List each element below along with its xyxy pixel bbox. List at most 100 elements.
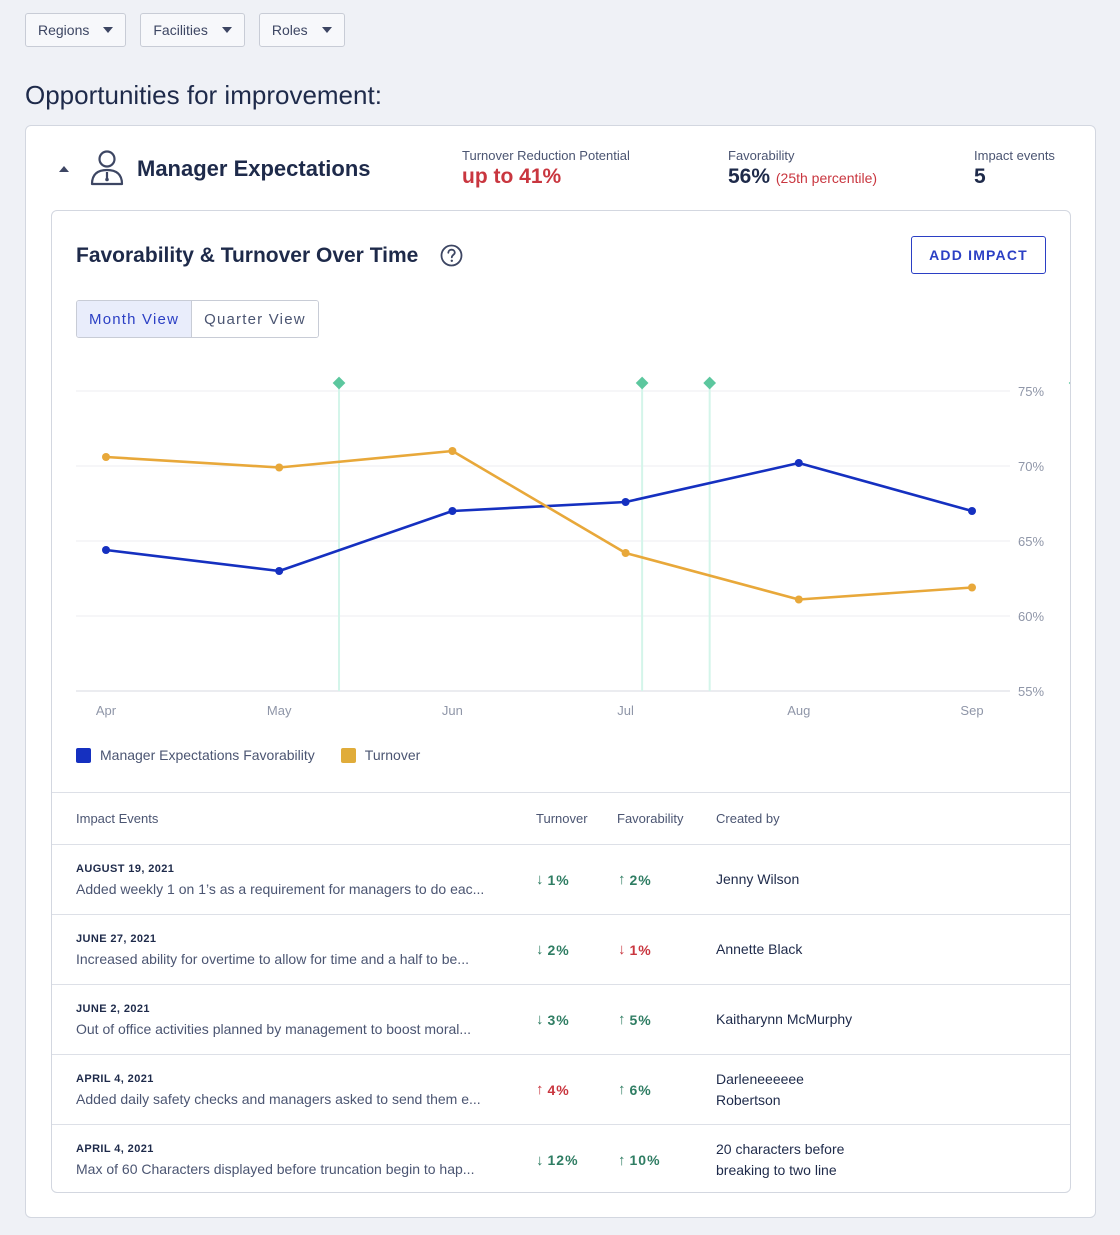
favorability-change-value: 1% — [629, 941, 652, 958]
arrow-up-icon: ↑ — [536, 1081, 545, 1098]
event-description: Max of 60 Characters displayed before tr… — [76, 1161, 475, 1177]
event-description: Added daily safety checks and managers a… — [76, 1090, 481, 1107]
legend-item-turnover: Turnover — [340, 747, 421, 763]
created-by-name: Kaitharynn McMurphy — [716, 1011, 853, 1027]
filter-bar: Regions Facilities Roles — [25, 13, 345, 47]
header-favorability: Favorability — [617, 811, 684, 826]
line-chart: 75% 70% 65% 60% 55% Apr May Jun Jul Aug Sep — [76, 376, 1070, 718]
impact-event-marker — [703, 376, 717, 390]
favorability-cell: ↑ 2% — [593, 871, 692, 888]
header-turnover: Turnover — [536, 811, 588, 826]
arrow-down-icon: ↓ — [536, 1011, 545, 1028]
table-row[interactable]: JUNE 2, 2021 Out of office activities pl… — [52, 985, 1070, 1055]
chevron-down-icon — [103, 27, 114, 33]
data-point — [621, 549, 630, 557]
event-date: JUNE 27, 2021 — [76, 932, 157, 945]
favorability-change-value: 6% — [629, 1081, 652, 1098]
chart-card: Favorability & Turnover Over Time ADD IM… — [51, 210, 1071, 1193]
chevron-down-icon — [221, 27, 232, 33]
favorability-cell: ↑ 6% — [593, 1081, 692, 1098]
page-title: Opportunities for improvement: — [25, 80, 382, 110]
impact-events-table: Impact Events Turnover Favorability Crea… — [52, 792, 1070, 1192]
favorability-stat: Favorability 56% (25th percentile) — [728, 148, 877, 189]
series-line-favorability — [105, 461, 973, 573]
help-icon[interactable] — [440, 244, 463, 267]
data-point — [102, 453, 110, 461]
add-impact-button[interactable]: ADD IMPACT — [911, 236, 1046, 274]
turnover-potential-value: up to 41% — [462, 165, 562, 188]
roles-dropdown[interactable]: Roles — [258, 13, 345, 47]
y-tick-label: 75% — [1018, 384, 1044, 399]
table-row[interactable]: APRIL 4, 2021 Added daily safety checks … — [52, 1055, 1070, 1125]
event-description: Out of office activities planned by mana… — [76, 1020, 472, 1037]
impact-event-marker — [332, 376, 346, 390]
table-row[interactable]: AUGUST 19, 2021 Added weekly 1 on 1’s as… — [52, 845, 1070, 915]
favorability-cell: ↑ 5% — [593, 1011, 692, 1028]
favorability-cell: ↓ 1% — [593, 941, 692, 958]
event-date: APRIL 4, 2021 — [76, 1072, 154, 1085]
view-toggle: Month View Quarter View — [76, 300, 319, 338]
favorability-change-value: 10% — [629, 1152, 661, 1168]
favorability-change-value: 2% — [629, 871, 652, 888]
turnover-cell: ↓ 12% — [512, 1152, 593, 1169]
series-line-turnover — [105, 449, 973, 601]
event-date: JUNE 2, 2021 — [76, 1002, 150, 1015]
turnover-change-value: 3% — [547, 1011, 570, 1028]
x-tick-label: Jul — [617, 703, 634, 718]
favorability-cell: ↑ 10% — [593, 1152, 692, 1169]
favorability-change-value: 5% — [629, 1011, 652, 1028]
turnover-change: ↓ 2% — [536, 941, 593, 958]
favorability-change: ↑ 6% — [618, 1081, 692, 1098]
event-date: AUGUST 19, 2021 — [76, 862, 175, 875]
arrow-down-icon: ↓ — [536, 1151, 545, 1169]
created-by-cell: Darleneeeeee Robertson — [692, 1069, 1070, 1111]
event-date: APRIL 4, 2021 — [76, 1143, 154, 1155]
data-point — [794, 459, 803, 467]
arrow-down-icon: ↓ — [618, 941, 627, 958]
data-point — [794, 595, 803, 604]
event-description: Increased ability for overtime to allow … — [76, 950, 469, 967]
impact-event-marker — [635, 376, 649, 390]
month-view-button[interactable]: Month View — [77, 301, 193, 337]
quarter-view-button[interactable]: Quarter View — [192, 301, 318, 337]
opportunity-card: Manager Expectations Turnover Reduction … — [25, 125, 1096, 1218]
impact-events-label: Impact events — [974, 148, 1055, 163]
created-by-cell: 20 characters before breaking to two lin… — [692, 1139, 1070, 1181]
favorability-value: 56% — [728, 165, 771, 188]
table-header: Impact Events Turnover Favorability Crea… — [52, 792, 1070, 845]
collapse-arrow-icon[interactable] — [59, 166, 69, 172]
created-by-name: 20 characters before breaking to two lin… — [716, 1141, 845, 1178]
data-point — [102, 546, 110, 554]
x-tick-label: May — [267, 703, 292, 718]
y-tick-label: 65% — [1018, 534, 1044, 549]
regions-dropdown[interactable]: Regions — [25, 13, 127, 47]
legend-item-favorability: Manager Expectations Favorability — [76, 747, 315, 763]
data-point — [275, 463, 284, 472]
table-row[interactable]: APRIL 4, 2021 Max of 60 Characters displ… — [52, 1125, 1070, 1192]
turnover-change: ↓ 1% — [536, 871, 593, 888]
legend-swatch-favorability — [76, 747, 91, 763]
data-point — [275, 567, 284, 575]
legend-swatch-turnover — [340, 747, 356, 763]
turnover-change-value: 2% — [547, 941, 570, 958]
facilities-dropdown[interactable]: Facilities — [140, 13, 245, 47]
created-by-cell: Annette Black — [692, 939, 1070, 960]
regions-dropdown-label: Regions — [38, 22, 90, 38]
favorability-change: ↑ 5% — [618, 1011, 692, 1028]
favorability-value-wrap: 56% (25th percentile) — [728, 165, 877, 189]
impact-events-value: 5 — [974, 165, 986, 188]
roles-dropdown-label: Roles — [271, 22, 308, 38]
favorability-label: Favorability — [728, 148, 795, 163]
favorability-change: ↑ 10% — [618, 1152, 692, 1169]
legend-label-turnover: Turnover — [364, 747, 421, 763]
table-row[interactable]: JUNE 27, 2021 Increased ability for over… — [52, 915, 1070, 985]
impact-event-marker — [1068, 376, 1070, 390]
arrow-up-icon: ↑ — [618, 1011, 627, 1028]
data-point — [448, 507, 457, 515]
favorability-percentile: (25th percentile) — [775, 170, 878, 186]
turnover-potential-label: Turnover Reduction Potential — [462, 148, 630, 163]
turnover-cell: ↑ 4% — [512, 1081, 593, 1098]
event-cell: APRIL 4, 2021 Max of 60 Characters displ… — [52, 1143, 512, 1177]
x-tick-label: Apr — [96, 703, 117, 718]
favorability-change: ↑ 2% — [618, 871, 692, 888]
